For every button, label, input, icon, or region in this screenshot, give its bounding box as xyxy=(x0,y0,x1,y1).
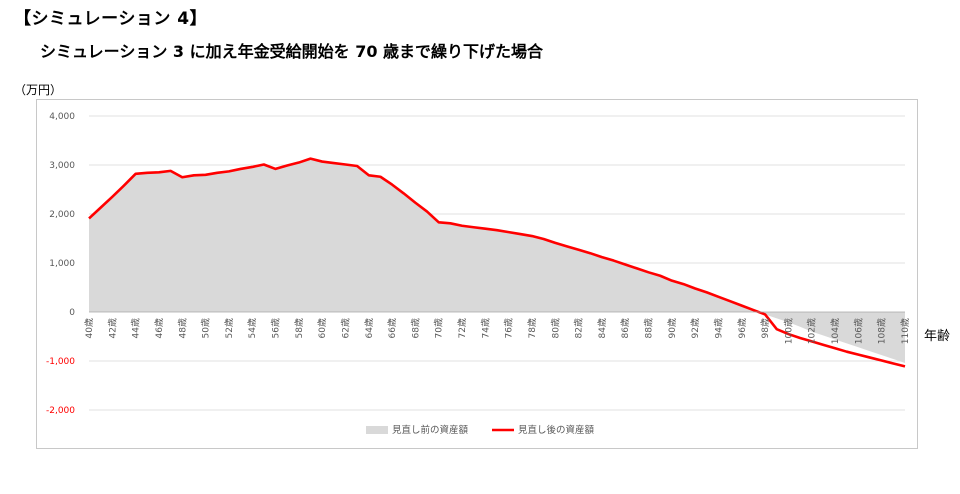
x-tick-label: 106歳 xyxy=(852,318,864,344)
x-tick-label: 62歳 xyxy=(340,318,352,338)
x-tick-label: 100歳 xyxy=(782,318,794,344)
x-tick-label: 48歳 xyxy=(176,318,188,338)
x-axis-title: 年齢 xyxy=(924,329,951,344)
x-tick-label: 52歳 xyxy=(223,318,235,338)
page-heading: 【シミュレーション 4】 xyxy=(14,9,208,29)
y-tick-labels: 4,000 3,000 2,000 1,000 0 -1,000 -2,000 xyxy=(46,112,75,416)
y-tick-label: 4,000 xyxy=(49,112,75,122)
x-tick-label: 68歳 xyxy=(409,318,421,338)
x-tick-label: 50歳 xyxy=(200,318,212,338)
x-tick-label: 70歳 xyxy=(433,318,445,338)
chart-frame xyxy=(36,99,918,449)
x-tick-label: 64歳 xyxy=(363,318,375,338)
x-tick-label: 74歳 xyxy=(479,318,491,338)
x-tick-label: 46歳 xyxy=(153,318,165,338)
x-tick-label: 72歳 xyxy=(456,318,468,338)
x-tick-label: 84歳 xyxy=(596,318,608,338)
x-tick-label: 110歳 xyxy=(899,318,911,344)
legend-label-before: 見直し前の資産額 xyxy=(392,424,469,436)
x-tick-label: 94歳 xyxy=(713,318,725,338)
x-tick-label: 44歳 xyxy=(130,318,142,338)
x-tick-label: 78歳 xyxy=(526,318,538,338)
x-tick-label: 90歳 xyxy=(666,318,678,338)
x-tick-label: 54歳 xyxy=(246,318,258,338)
x-tick-label: 104歳 xyxy=(829,318,841,344)
x-tick-label: 98歳 xyxy=(759,318,771,338)
x-tick-label: 96歳 xyxy=(736,318,748,338)
x-tick-labels: 40歳 42歳 44歳 46歳 48歳 50歳 52歳 54歳 56歳 58歳 60歳 62歳 64歳 6… xyxy=(83,318,911,344)
y-tick-label: 0 xyxy=(69,308,75,318)
chart-title: シミュレーション 3 に加え年金受給開始を 70 歳まで繰り下げた場合 xyxy=(40,42,544,61)
x-tick-label: 58歳 xyxy=(293,318,305,338)
x-tick-label: 102歳 xyxy=(806,318,818,344)
x-tick-label: 86歳 xyxy=(619,318,631,338)
x-tick-label: 56歳 xyxy=(270,318,282,338)
y-tick-label: -1,000 xyxy=(46,357,75,367)
x-tick-label: 60歳 xyxy=(316,318,328,338)
legend: 見直し前の資産額 見直し後の資産額 xyxy=(366,424,595,436)
x-tick-label: 66歳 xyxy=(386,318,398,338)
y-axis-unit-label: （万円） xyxy=(14,83,63,97)
x-tick-label: 80歳 xyxy=(549,318,561,338)
x-tick-label: 40歳 xyxy=(83,318,95,338)
line-after-review xyxy=(88,157,906,368)
x-tick-label: 76歳 xyxy=(503,318,515,338)
legend-label-after: 見直し後の資産額 xyxy=(518,424,595,436)
x-tick-label: 108歳 xyxy=(876,318,888,344)
y-tick-label: 1,000 xyxy=(49,259,75,269)
y-tick-label: -2,000 xyxy=(46,406,75,416)
x-tick-label: 82歳 xyxy=(573,318,585,338)
x-tick-label: 88歳 xyxy=(643,318,655,338)
x-tick-label: 92歳 xyxy=(689,318,701,338)
y-tick-label: 2,000 xyxy=(49,210,75,220)
line-series xyxy=(88,157,906,368)
y-tick-label: 3,000 xyxy=(49,161,75,171)
legend-swatch-before xyxy=(366,426,388,434)
x-tick-label: 42歳 xyxy=(106,318,118,338)
